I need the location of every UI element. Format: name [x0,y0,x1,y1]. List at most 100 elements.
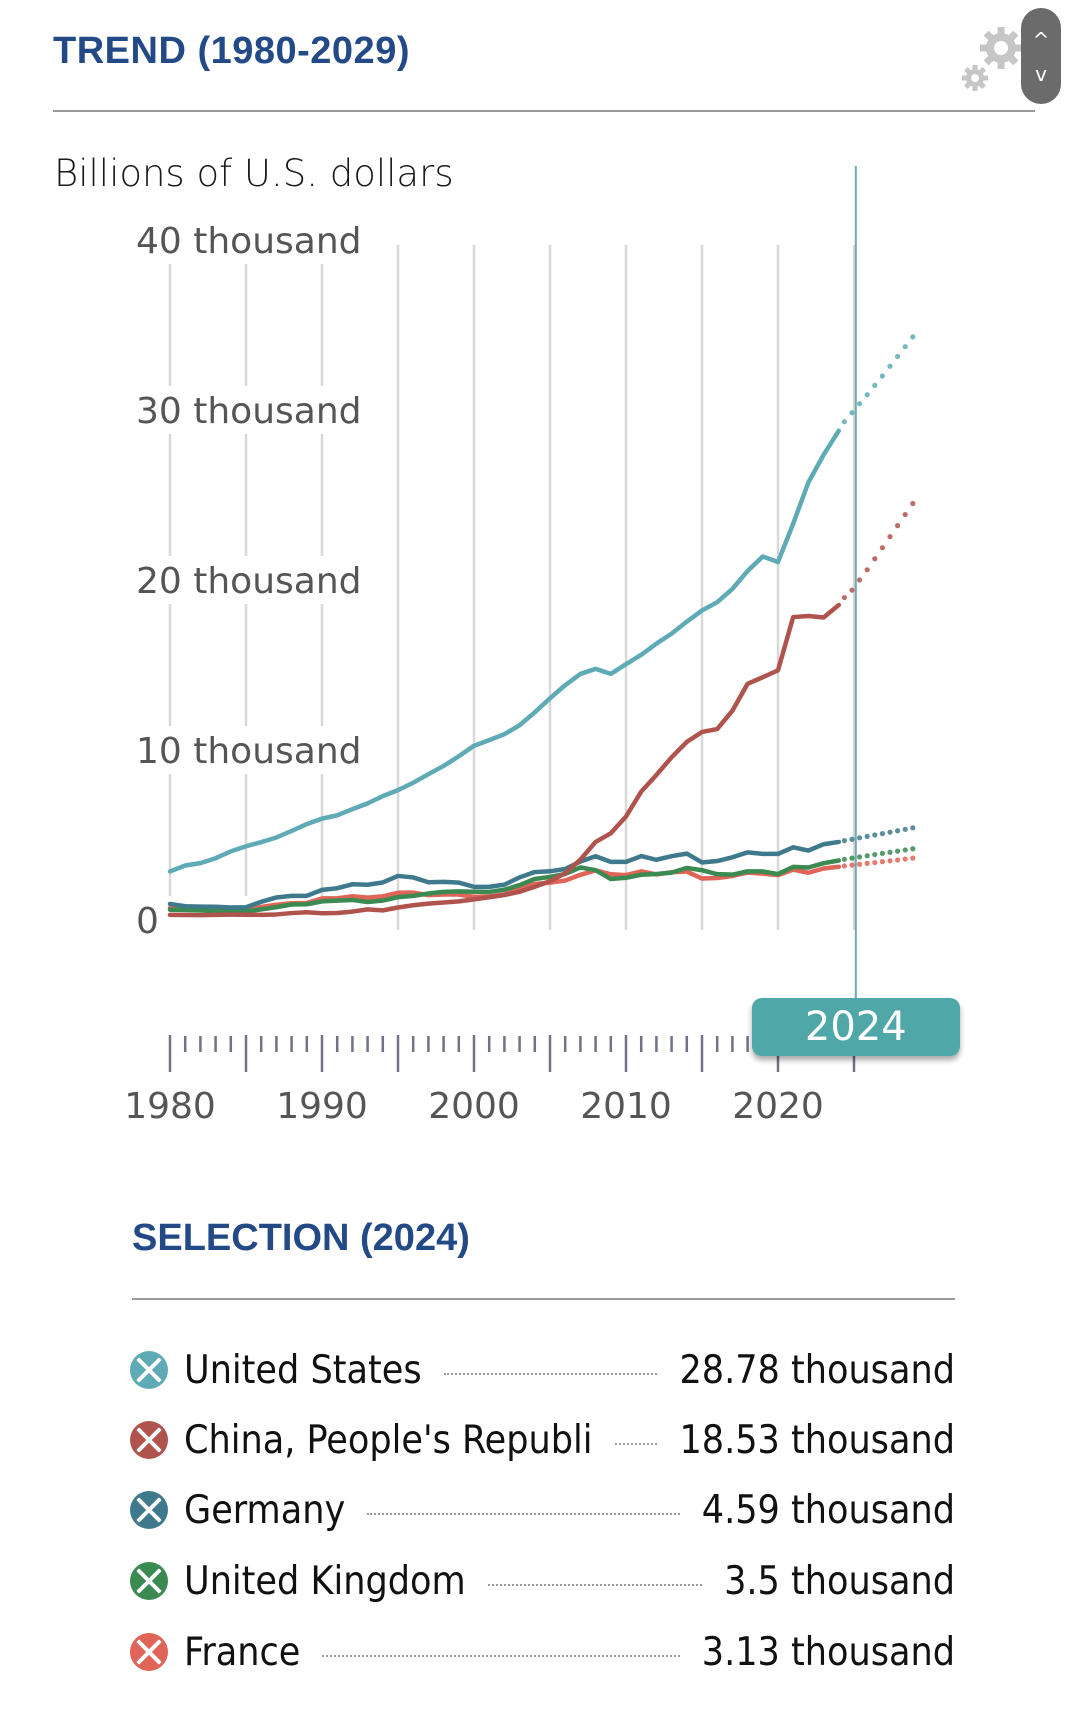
projection-dot [872,832,878,838]
projection-dot [857,401,863,407]
dotted-leader [322,1655,680,1657]
projection-dot [879,831,886,837]
projection-dot [910,855,916,861]
dotted-leader [614,1443,658,1445]
remove-x-icon[interactable] [130,1421,168,1459]
projection-dot [895,828,901,834]
projection-dot [872,556,878,562]
projection-dot [887,849,893,855]
scroll-control[interactable]: ^ v [1021,8,1061,104]
remove-x-icon[interactable] [130,1491,168,1529]
projection-dot [910,846,916,852]
projection-dot [872,382,878,388]
legend-row[interactable]: France 3.13 thousand [130,1622,955,1682]
legend-value: 4.59 thousand [701,1487,955,1533]
projection-dot [841,856,848,862]
projection-dot [910,334,916,340]
trend-title: TREND (1980-2029) [53,30,410,72]
y-tick-label: 30 thousand [136,391,362,432]
y-tick-label: 20 thousand [136,561,362,602]
projection-dot [857,854,863,860]
legend-value: 3.13 thousand [701,1629,955,1675]
projection-dot [902,511,908,518]
legend-row[interactable]: United Kingdom 3.5 thousand [130,1551,955,1611]
y-tick-label: 0 [136,901,159,942]
projection-dot [864,833,870,839]
selection-divider [132,1298,955,1300]
projection-dot [864,567,870,573]
x-tick-label: 1990 [276,1086,368,1127]
legend-value: 3.5 thousand [724,1558,955,1604]
projection-dot [864,853,870,859]
projection-dot [887,363,893,369]
projection-dot [902,826,908,832]
y-tick-label: 10 thousand [136,731,362,772]
projection-dot [849,587,855,593]
projection-dot [864,860,870,866]
projection-dot [857,835,863,841]
title-divider [53,110,1035,112]
series-line[interactable] [167,858,842,914]
series-line[interactable] [167,839,842,910]
legend-country-name: France [184,1629,301,1675]
projection-dot [902,856,908,862]
y-axis-unit-label: Billions of U.S. dollars [54,152,454,195]
series-united-states [167,334,916,874]
series-line[interactable] [167,602,842,918]
projection-dot [849,855,855,861]
projection-dot [872,851,878,858]
series-lines [167,334,916,918]
projection-dot [910,500,916,507]
dotted-leader [367,1513,680,1515]
projection-dot [879,545,886,551]
remove-x-icon[interactable] [130,1351,168,1389]
legend-row[interactable]: China, People's Republi 18.53 thousand [130,1410,955,1470]
legend-value: 18.53 thousand [679,1417,955,1463]
projection-dot [872,859,878,866]
projection-dot [910,825,916,831]
legend-row[interactable]: United States 28.78 thousand [130,1340,955,1400]
projection-dot [849,862,855,868]
legend-value: 28.78 thousand [679,1347,955,1393]
selected-year-badge[interactable]: 2024 [751,998,960,1056]
legend-country-name: United States [184,1347,422,1393]
dotted-leader [487,1584,703,1586]
series-line[interactable] [167,428,842,874]
projection-dot [895,857,901,863]
projection-dot [841,419,848,425]
projection-dot [895,523,901,529]
gears-icon[interactable] [955,18,1025,98]
y-axis-labels: 0 10 thousand 20 thousand 30 thousand 40 tho… [136,221,362,942]
projection-dot [864,392,870,398]
projection-dot [887,534,893,540]
projection-dot [841,863,848,869]
remove-x-icon[interactable] [130,1633,168,1671]
projection-dot [887,858,893,864]
dotted-leader [443,1373,658,1375]
legend-country-name: Germany [184,1487,346,1533]
series-united-kingdom [167,846,916,914]
chevron-down-icon[interactable]: v [1035,62,1047,86]
projection-dot [841,838,848,844]
projection-dot [902,847,908,853]
projection-dot [849,410,855,416]
projection-dot [879,859,886,865]
projection-dot [879,373,886,379]
projection-dot [857,861,863,867]
x-tick-label: 2020 [732,1086,824,1127]
remove-x-icon[interactable] [130,1562,168,1600]
x-tick-label: 1980 [124,1086,216,1127]
x-tick-label: 2010 [580,1086,672,1127]
legend-country-name: China, People's Republi [184,1417,593,1463]
x-tick-label: 2000 [428,1086,520,1127]
projection-dot [895,848,901,854]
projection-dot [841,594,848,601]
chevron-up-icon[interactable]: ^ [1032,28,1050,52]
projection-dot [895,353,901,360]
legend-row[interactable]: Germany 4.59 thousand [130,1480,955,1540]
projection-dot [879,850,886,856]
y-tick-label: 40 thousand [136,221,362,262]
projection-dot [857,577,863,583]
series-china-people-s-republic [167,500,916,918]
trend-chart[interactable]: 0 10 thousand 20 thousand 30 thousand 40 tho… [0,0,1079,1160]
